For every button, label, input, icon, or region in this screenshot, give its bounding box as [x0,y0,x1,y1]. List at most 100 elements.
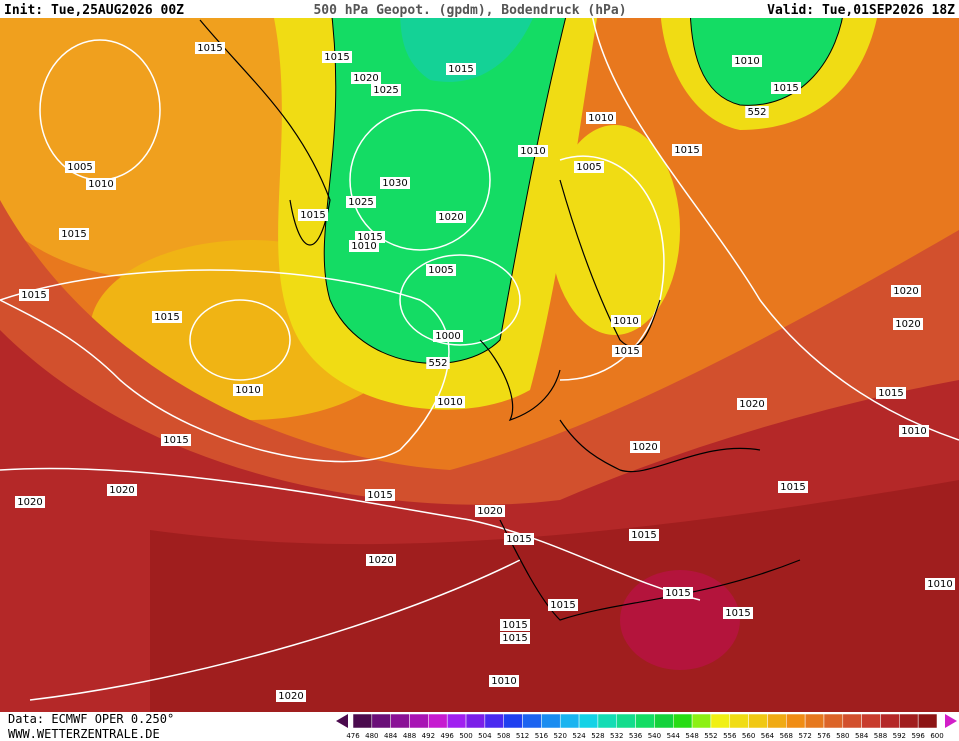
isobar-label: 1025 [348,197,373,208]
label-box [663,587,693,599]
isobar-label: 1020 [632,442,657,453]
isobar-label: 1015 [665,588,690,599]
label-box [233,384,263,396]
label-box [366,554,396,566]
coastlines [199,19,801,621]
label-box [518,145,548,157]
label-box [349,240,379,252]
scale-arrow [336,714,348,728]
scale-box [446,713,467,729]
label-box [298,209,328,221]
scale-label: 520 [554,732,567,740]
isobar-label: 1010 [927,579,952,590]
label-box [59,228,89,240]
label-box [371,84,401,96]
isobar-label: 1030 [382,178,407,189]
label-box [426,357,450,369]
isobar-label: 1015 [154,312,179,323]
isobar-label: 1015 [773,83,798,94]
label-box [365,489,395,501]
scale-label: 484 [384,732,398,740]
isobar-label: 1015 [502,620,527,631]
isobar-label: 552 [747,107,766,118]
scale-label: 596 [911,732,925,740]
isobar-label: 1020 [895,319,920,330]
scale-box [710,713,731,729]
label-box [152,311,182,323]
label-box [351,72,381,84]
label-box [891,285,921,297]
isobars [0,0,959,701]
isobar-label: 1015 [550,600,575,611]
isobar-label: 1015 [878,388,903,399]
label-box [925,578,955,590]
scale-box [786,713,806,729]
label-box [876,387,906,399]
scale-label: 544 [667,732,681,740]
scale-box [880,713,900,729]
isobar-label: 1000 [435,331,460,342]
scale-label: 568 [780,732,793,740]
scale-box [484,713,504,729]
isobar-label: 1010 [901,426,926,437]
scale-label: 576 [817,732,831,740]
label-box [446,63,476,75]
scale-box [899,713,919,729]
label-box [771,82,801,94]
label-box [778,481,808,493]
scale-label: 584 [855,732,869,740]
label-box [436,211,466,223]
label-box [65,161,95,173]
scale-box [465,713,486,729]
scale-box [371,713,391,729]
init-text: Init: Tue,25AUG2026 00Z [4,3,184,18]
scale-box [767,713,787,729]
label-box [548,599,578,611]
label-box [161,434,191,446]
label-box [500,619,530,631]
label-box [489,675,519,687]
header-bar [0,0,959,18]
label-box [19,289,49,301]
label-box [611,315,641,327]
label-box [893,318,923,330]
isobar-label: 1020 [109,485,134,496]
isobar-label: 1020 [17,497,42,508]
isobar-label: 1020 [438,212,463,223]
isobar-label: 1010 [520,146,545,157]
scale-box [503,713,523,729]
scale-label: 560 [742,732,755,740]
isobar-label: 1010 [491,676,516,687]
isobar-label: 1015 [506,534,531,545]
label-box [322,51,352,63]
isobar-label: 1015 [631,530,656,541]
scale-arrow [945,714,957,728]
isobar-label: 1010 [613,316,638,327]
scale-label: 536 [629,732,643,740]
scale-label: 476 [346,732,360,740]
scale-label: 528 [591,732,604,740]
label-box [195,42,225,54]
scale-label: 496 [441,732,455,740]
scale-label: 592 [893,732,906,740]
label-box [899,425,929,437]
label-box [574,161,604,173]
label-box [15,496,45,508]
isobar-label: 1015 [324,52,349,63]
isobar-label: 1015 [674,145,699,156]
scale-box [541,713,561,729]
label-box [629,529,659,541]
isobar-label: 1015 [163,435,188,446]
scale-box [804,713,825,729]
scale-label: 540 [648,732,661,740]
site-url: WWW.WETTERZENTRALE.DE [8,727,160,741]
isobar-label: 1015 [300,210,325,221]
label-box [586,112,616,124]
scale-box [823,713,844,729]
scale-box [635,713,655,729]
scale-label: 492 [422,732,435,740]
scale-label: 508 [497,732,510,740]
scale-box [917,713,938,729]
scale-box [390,713,410,729]
